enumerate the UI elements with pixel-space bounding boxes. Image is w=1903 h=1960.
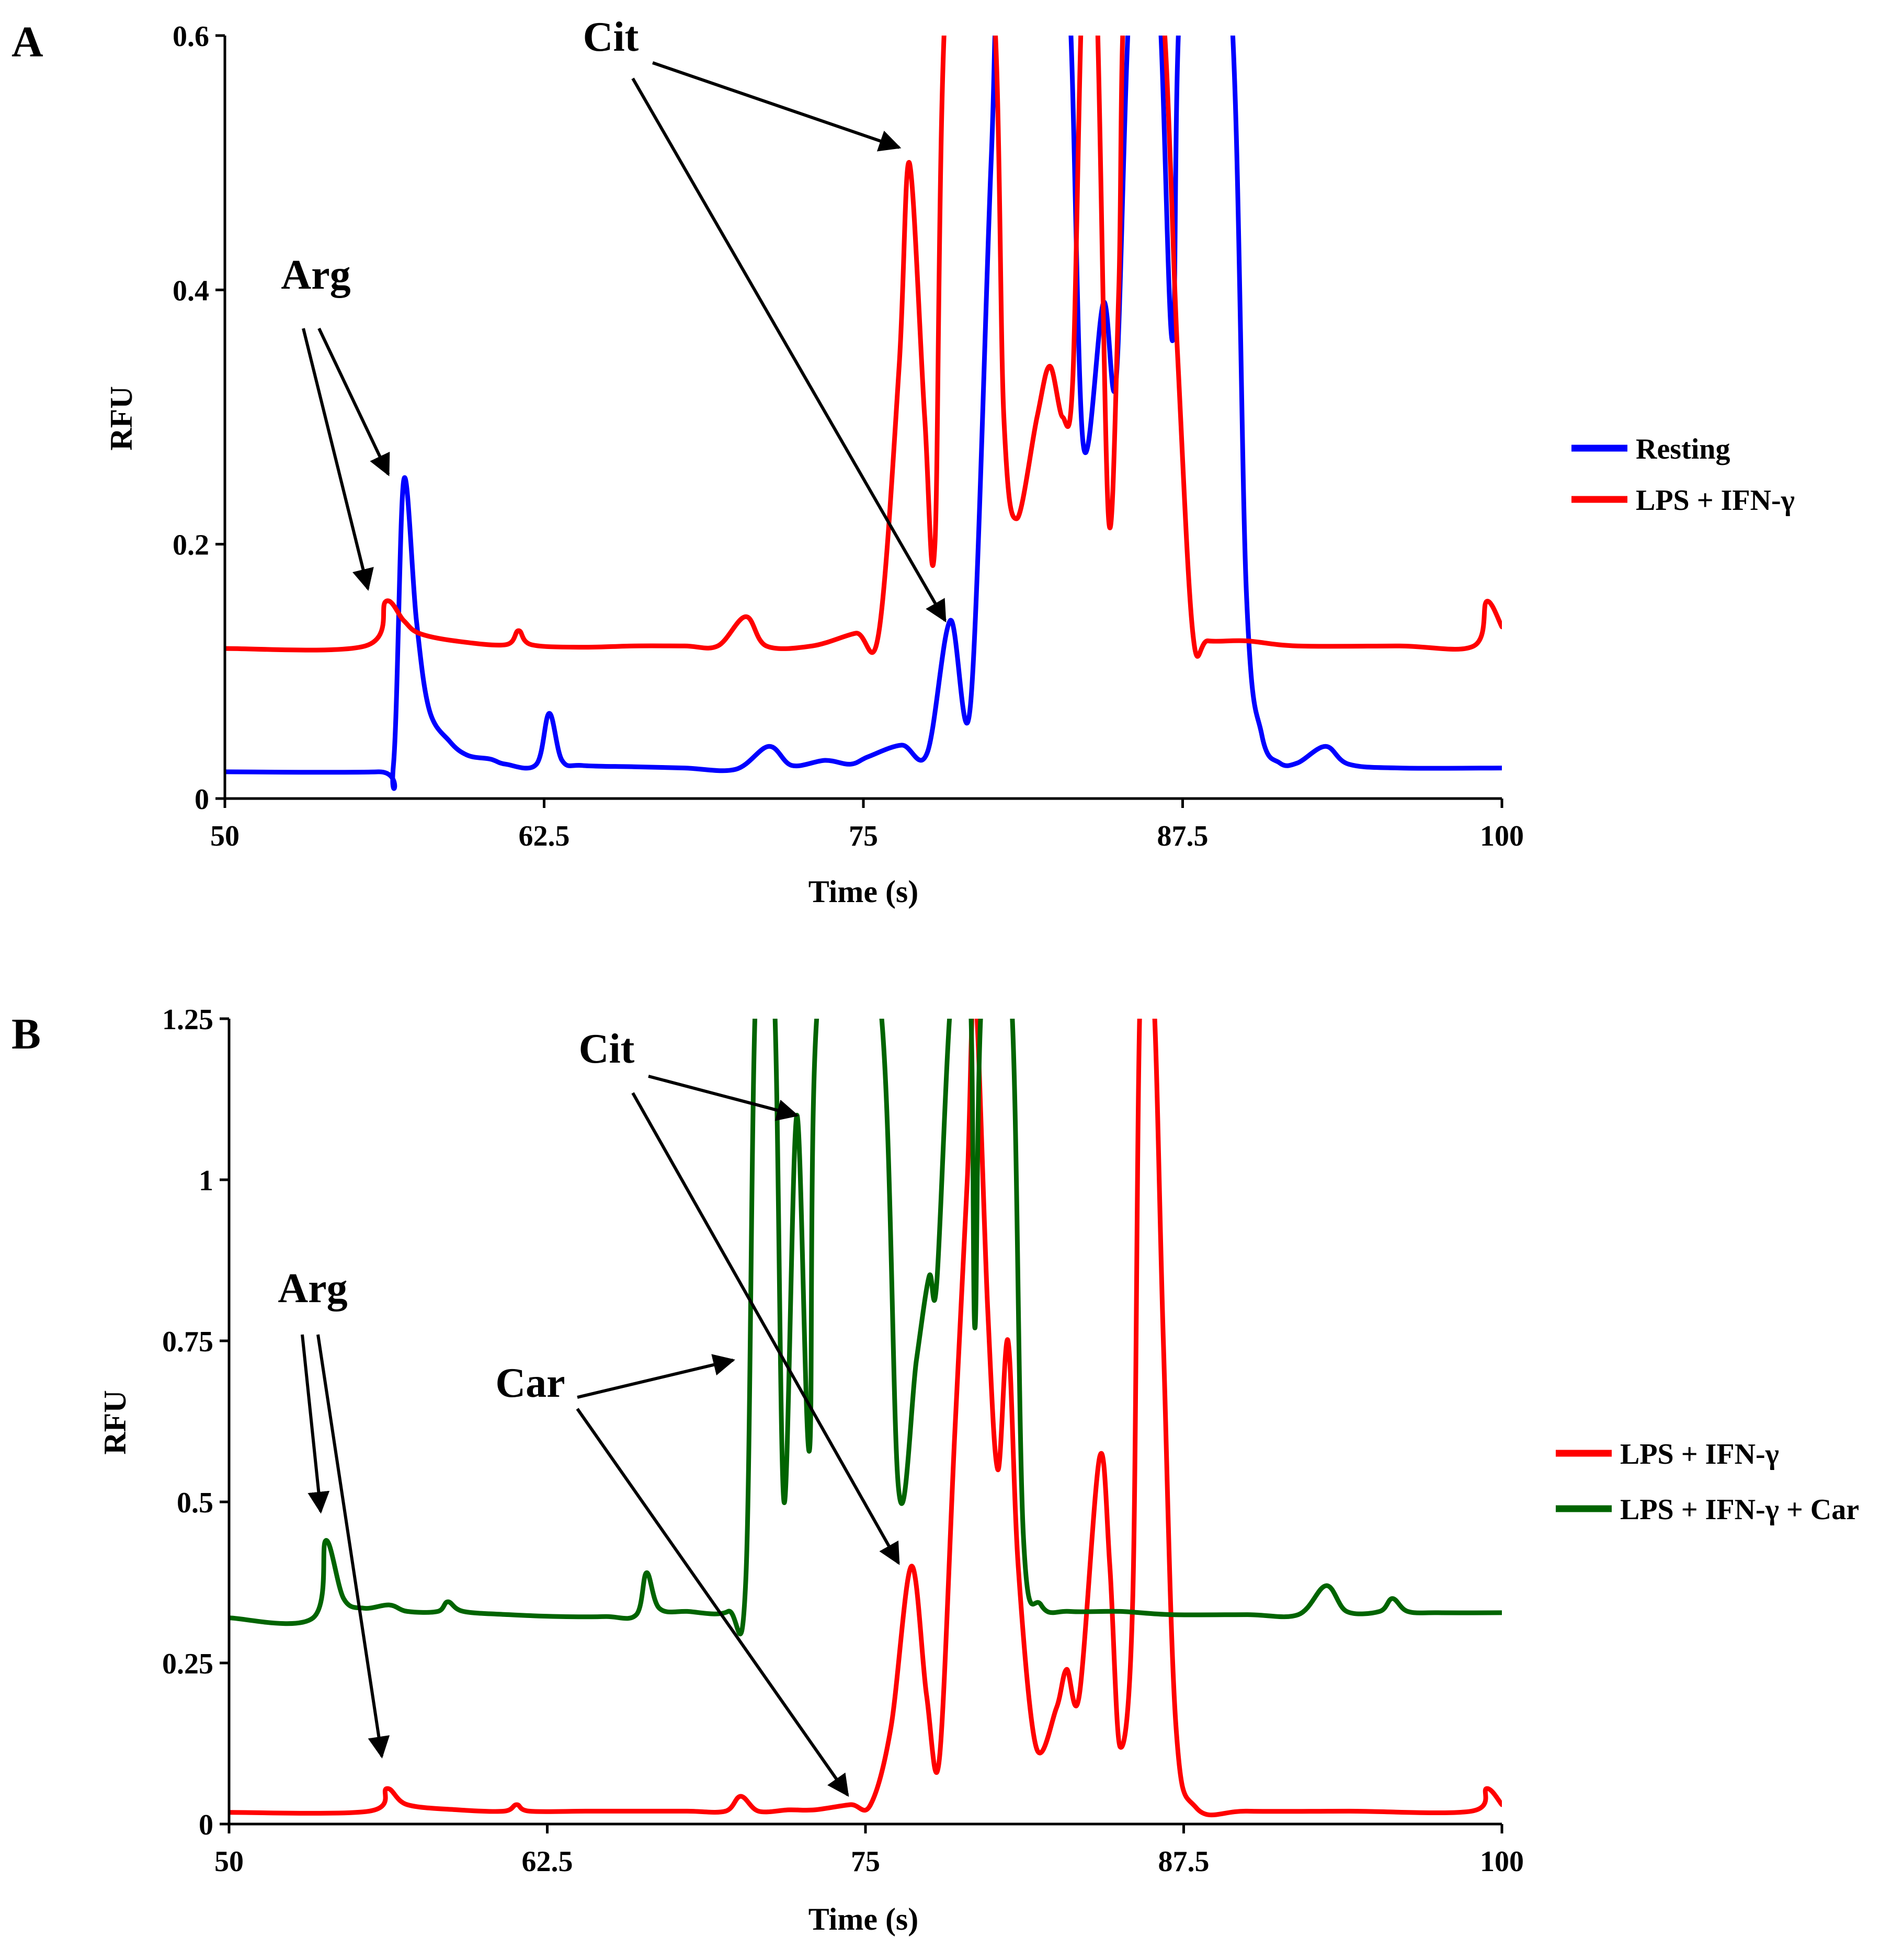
- annotation-arrow-arg-b: [316, 1334, 390, 1759]
- y-tick-label-b: 0: [199, 1809, 213, 1841]
- series-line-b-lps-ifn-car: [229, 1019, 1502, 1637]
- y-tick-label-a: 0.6: [173, 20, 209, 53]
- plot-b-xlabel: Time (s): [808, 1902, 919, 1936]
- panel-b-label: B: [12, 1010, 41, 1058]
- annotation-arrow-arg-b: [301, 1334, 330, 1514]
- annotation-arrow-cit-b: [631, 1092, 900, 1565]
- series-line-b-lps-ifn: [229, 1019, 1502, 1818]
- panel-a: A 50 62.5 75 87.5 100 0 0.2 0.4 0.6 Arg Cit Time …: [12, 14, 1795, 909]
- y-tick-label-a: 0.2: [173, 529, 209, 562]
- plot-b-axes: [227, 1019, 1502, 1826]
- annotation-arrow-arg-a: [302, 328, 374, 591]
- plot-b-lines: [229, 1019, 1502, 1818]
- plot-a-annotations: Arg Cit: [281, 14, 947, 623]
- plot-a-xlabel: Time (s): [808, 874, 919, 909]
- panel-a-label: A: [12, 18, 43, 66]
- plot-a-lines: [225, 36, 1502, 791]
- y-tick-label-b: 0.75: [162, 1326, 213, 1358]
- plot-b-ticks: 50 62.5 75 87.5 100 0 0.25 0.5 0.75 1 1.25: [162, 1004, 1524, 1878]
- annotation-arrow-cit-a: [631, 77, 947, 623]
- plot-a-ticks: 50 62.5 75 87.5 100 0 0.2 0.4 0.6: [173, 20, 1524, 852]
- x-tick-label-b: 87.5: [1158, 1845, 1210, 1878]
- legend-b-car-label: LPS + IFN-γ + Car: [1620, 1494, 1859, 1526]
- x-tick-label-a: 50: [210, 820, 240, 852]
- annotation-arg-a: Arg: [281, 252, 350, 298]
- x-tick-label-a: 62.5: [519, 820, 570, 852]
- legend-b-lps-label: LPS + IFN-γ: [1620, 1438, 1779, 1471]
- annotation-arrow-car-b: [577, 1354, 735, 1399]
- annotation-cit-b: Cit: [579, 1026, 635, 1072]
- x-tick-label-b: 75: [851, 1845, 880, 1878]
- x-tick-label-a: 87.5: [1157, 820, 1209, 852]
- plot-a-ylabel: RFU: [104, 386, 139, 450]
- series-line-a-lps-ifn: [225, 36, 1502, 659]
- plot-b-ylabel: RFU: [98, 1390, 132, 1454]
- y-tick-label-b: 1.25: [162, 1004, 213, 1036]
- plot-a-legend: Resting LPS + IFN-γ: [1571, 433, 1795, 517]
- x-tick-label-b: 100: [1480, 1845, 1524, 1878]
- annotation-arrow-cit-b: [648, 1075, 799, 1121]
- x-tick-label-b: 62.5: [522, 1845, 573, 1878]
- y-tick-label-a: 0.4: [173, 275, 209, 307]
- annotation-arrow-arg-a: [317, 327, 390, 476]
- x-tick-label-a: 100: [1480, 820, 1524, 852]
- series-line-a-resting: [225, 36, 1502, 791]
- legend-a-resting-label: Resting: [1636, 433, 1730, 465]
- plot-a-axes: [223, 36, 1502, 800]
- plot-b-annotations: Arg Cit Car: [278, 1026, 900, 1797]
- y-tick-label-b: 0.5: [177, 1487, 213, 1519]
- x-tick-label-a: 75: [849, 820, 878, 852]
- y-tick-label-b: 1: [199, 1165, 213, 1197]
- y-tick-label-a: 0: [195, 783, 209, 816]
- annotation-arrow-car-b: [576, 1408, 849, 1797]
- annotation-arrow-cit-a: [652, 61, 902, 152]
- annotation-arg-b: Arg: [278, 1266, 347, 1312]
- legend-a-lps-label: LPS + IFN-γ: [1636, 484, 1795, 517]
- x-tick-label-b: 50: [214, 1845, 244, 1878]
- annotation-car-b: Car: [495, 1360, 565, 1406]
- annotation-cit-a: Cit: [583, 14, 639, 60]
- panel-b: B 50 62.5 75 87.5 100 0 0.25 0.5 0.75 1 1.25 Arg Ci…: [12, 1004, 1859, 1936]
- y-tick-label-b: 0.25: [162, 1648, 213, 1680]
- plot-b-legend: LPS + IFN-γ LPS + IFN-γ + Car: [1556, 1438, 1859, 1526]
